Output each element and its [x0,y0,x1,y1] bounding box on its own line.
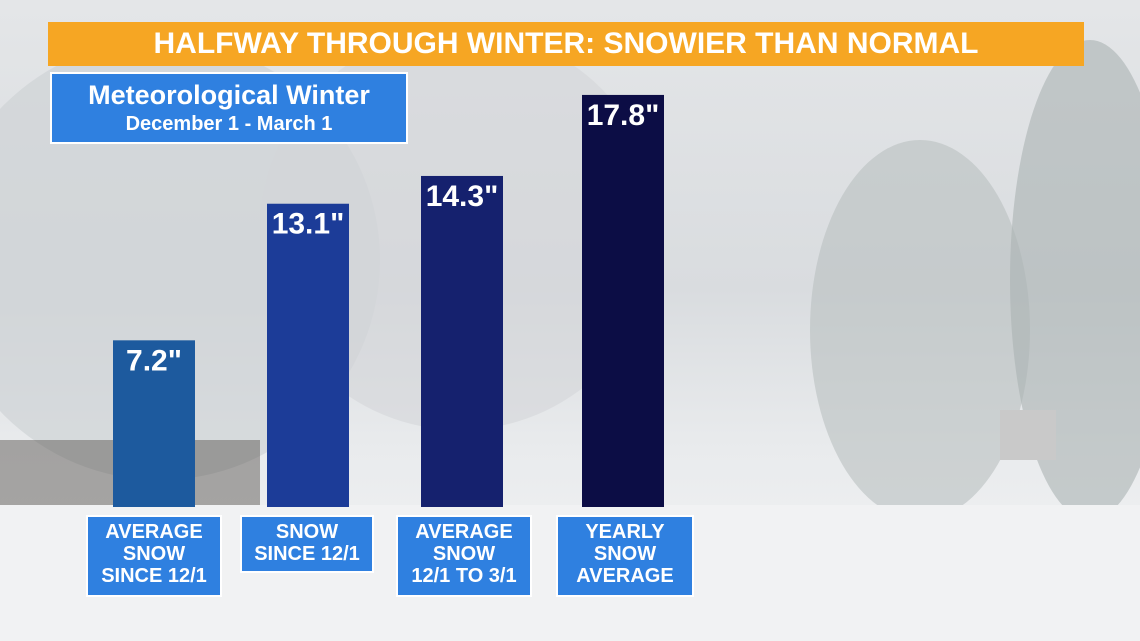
category-label: SNOW SINCE 12/1 [240,515,374,573]
subtitle: Meteorological Winter [88,80,370,110]
bar [113,340,195,507]
subtitle-detail: December 1 - March 1 [125,113,333,135]
category-label: YEARLY SNOW AVERAGE [556,515,694,597]
value-label: 7.2" [126,344,182,377]
subtitle-box: Meteorological Winter December 1 - March… [50,72,408,144]
category-label: AVERAGE SNOW 12/1 TO 3/1 [396,515,532,597]
value-label: 14.3" [426,180,499,213]
chart-title: HALFWAY THROUGH WINTER: SNOWIER THAN NOR… [48,22,1084,66]
value-label: 13.1" [272,208,345,241]
value-label: 17.8" [587,99,660,132]
bar [421,175,503,507]
bar [582,94,664,508]
category-label: AVERAGE SNOW SINCE 12/1 [86,515,222,597]
bar [267,203,349,508]
